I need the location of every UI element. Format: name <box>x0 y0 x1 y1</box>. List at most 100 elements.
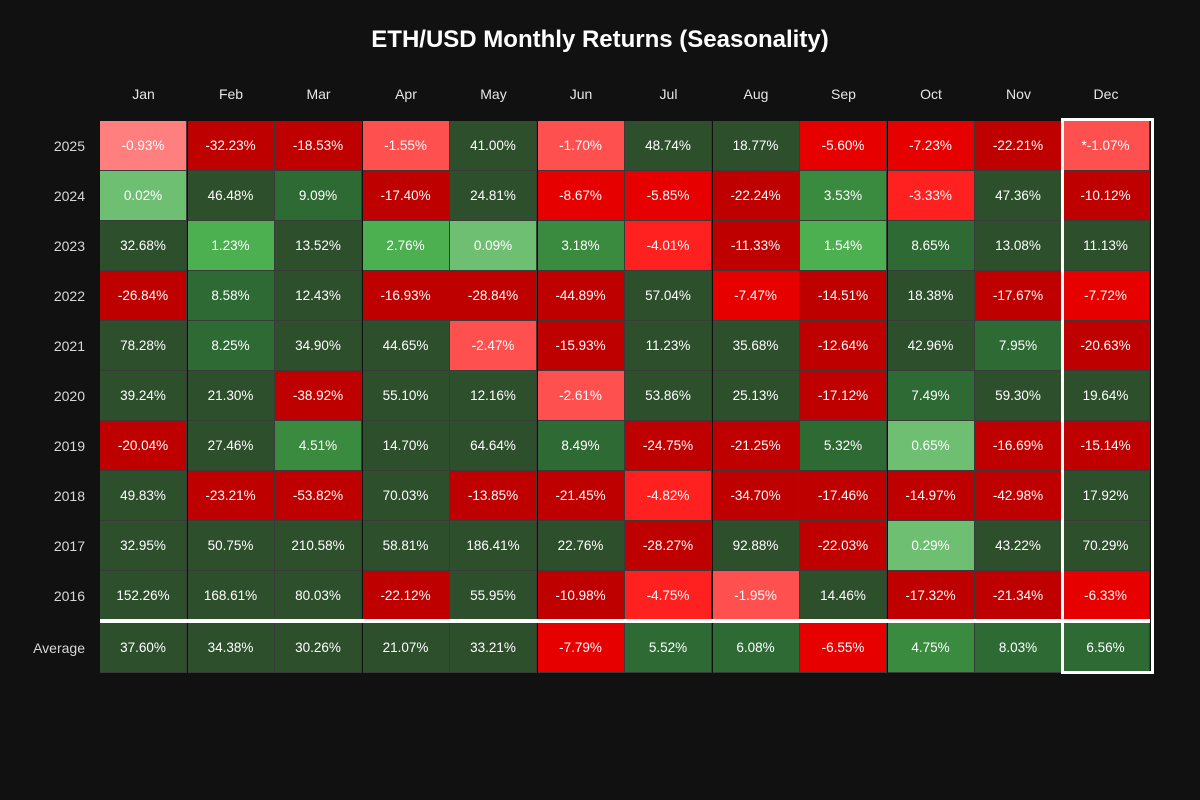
heatmap-cell-2021-mar: 34.90% <box>275 321 362 371</box>
heatmap-cell-2018-sep: -17.46% <box>800 471 887 521</box>
heatmap-cell-2023-sep: 1.54% <box>800 221 887 271</box>
heatmap-cell-2021-sep: -12.64% <box>800 321 887 371</box>
heatmap-cell-2020-sep: -17.12% <box>800 371 887 421</box>
heatmap-cell-2018-may: -13.85% <box>450 471 537 521</box>
heatmap-cell-2021-oct: 42.96% <box>887 321 975 371</box>
heatmap-cell-2019-feb: 27.46% <box>187 421 275 471</box>
heatmap-cell-2023-nov: 13.08% <box>975 221 1062 271</box>
heatmap-cell-2017-aug: 92.88% <box>712 521 800 571</box>
heatmap-cell-2019-may: 64.64% <box>450 421 537 471</box>
heatmap-cell-2018-mar: -53.82% <box>275 471 362 521</box>
heatmap-cell-2025-jan: -0.93% <box>100 121 187 171</box>
heatmap-cell-2016-apr: -22.12% <box>362 571 450 621</box>
heatmap-cell-2019-oct: 0.65% <box>887 421 975 471</box>
heatmap-cell-2018-oct: -14.97% <box>887 471 975 521</box>
row-header-average: Average <box>33 640 85 656</box>
row-header-2020: 2020 <box>53 388 85 404</box>
heatmap-cell-2023-may: 0.09% <box>450 221 537 271</box>
heatmap-cell-2016-jul: -4.75% <box>625 571 712 621</box>
heatmap-cell-2018-nov: -42.98% <box>975 471 1062 521</box>
heatmap-cell-2025-nov: -22.21% <box>975 121 1062 171</box>
column-header-apr: Apr <box>395 86 417 102</box>
heatmap-cell-2023-mar: 13.52% <box>275 221 362 271</box>
heatmap-cell-2024-oct: -3.33% <box>887 171 975 221</box>
heatmap-cell-2019-nov: -16.69% <box>975 421 1062 471</box>
heatmap-cell-2024-mar: 9.09% <box>275 171 362 221</box>
heatmap-cell-2016-aug: -1.95% <box>712 571 800 621</box>
heatmap-cell-2024-sep: 3.53% <box>800 171 887 221</box>
heatmap-cell-2018-feb: -23.21% <box>187 471 275 521</box>
heatmap-cell-2022-nov: -17.67% <box>975 271 1062 321</box>
heatmap-cell-2022-oct: 18.38% <box>887 271 975 321</box>
heatmap-cell-2024-nov: 47.36% <box>975 171 1062 221</box>
heatmap-cell-2022-may: -28.84% <box>450 271 537 321</box>
heatmap-cell-2016-mar: 80.03% <box>275 571 362 621</box>
heatmap-cell-2020-mar: -38.92% <box>275 371 362 421</box>
column-header-jul: Jul <box>659 86 678 102</box>
heatmap-cell-2020-dec: 19.64% <box>1062 371 1150 421</box>
heatmap-cell-2019-aug: -21.25% <box>712 421 800 471</box>
column-header-feb: Feb <box>218 86 244 102</box>
heatmap-cell-2017-apr: 58.81% <box>362 521 450 571</box>
heatmap-cell-2025-mar: -18.53% <box>275 121 362 171</box>
heatmap-cell-average-nov: 8.03% <box>975 623 1062 673</box>
heatmap-cell-average-dec: 6.56% <box>1062 623 1150 673</box>
row-header-2019: 2019 <box>53 438 85 454</box>
heatmap-cell-2018-jun: -21.45% <box>537 471 625 521</box>
heatmap-cell-2020-jul: 53.86% <box>625 371 712 421</box>
row-header-2018: 2018 <box>53 488 85 504</box>
row-header-2025: 2025 <box>53 138 85 154</box>
heatmap-cell-2017-dec: 70.29% <box>1062 521 1150 571</box>
heatmap-cell-2025-aug: 18.77% <box>712 121 800 171</box>
heatmap-cell-2020-apr: 55.10% <box>362 371 450 421</box>
heatmap-cell-2016-oct: -17.32% <box>887 571 975 621</box>
heatmap-cell-2021-may: -2.47% <box>450 321 537 371</box>
average-separator-line <box>100 619 1150 623</box>
column-header-may: May <box>480 86 507 102</box>
heatmap-cell-2020-oct: 7.49% <box>887 371 975 421</box>
heatmap-cell-2023-oct: 8.65% <box>887 221 975 271</box>
chart-title: ETH/USD Monthly Returns (Seasonality) <box>371 26 829 53</box>
current-month-highlight <box>1061 118 1154 674</box>
heatmap-cell-2023-aug: -11.33% <box>712 221 800 271</box>
heatmap-cell-2021-feb: 8.25% <box>187 321 275 371</box>
heatmap-cell-2020-nov: 59.30% <box>975 371 1062 421</box>
column-header-dec: Dec <box>1093 86 1119 102</box>
heatmap-cell-2018-jan: 49.83% <box>100 471 187 521</box>
heatmap-cell-2025-sep: -5.60% <box>800 121 887 171</box>
heatmap-cell-average-mar: 30.26% <box>275 623 362 673</box>
heatmap-cell-average-aug: 6.08% <box>712 623 800 673</box>
heatmap-cell-2024-aug: -22.24% <box>712 171 800 221</box>
heatmap-cell-2020-jan: 39.24% <box>100 371 187 421</box>
heatmap-cell-average-jun: -7.79% <box>537 623 625 673</box>
heatmap-cell-average-jul: 5.52% <box>625 623 712 673</box>
heatmap-cell-2022-jun: -44.89% <box>537 271 625 321</box>
heatmap-cell-2023-feb: 1.23% <box>187 221 275 271</box>
heatmap-cell-2017-jun: 22.76% <box>537 521 625 571</box>
heatmap-cell-2021-aug: 35.68% <box>712 321 800 371</box>
column-header-jan: Jan <box>132 86 155 102</box>
heatmap-cell-2018-jul: -4.82% <box>625 471 712 521</box>
heatmap-cell-2022-feb: 8.58% <box>187 271 275 321</box>
heatmap-cell-2024-feb: 46.48% <box>187 171 275 221</box>
heatmap-cell-average-sep: -6.55% <box>800 623 887 673</box>
heatmap-cell-2020-feb: 21.30% <box>187 371 275 421</box>
heatmap-cell-2025-may: 41.00% <box>450 121 537 171</box>
heatmap-cell-average-jan: 37.60% <box>100 623 187 673</box>
heatmap-cell-2025-oct: -7.23% <box>887 121 975 171</box>
heatmap-cell-2018-apr: 70.03% <box>362 471 450 521</box>
heatmap-cell-2024-may: 24.81% <box>450 171 537 221</box>
heatmap-cell-average-oct: 4.75% <box>887 623 975 673</box>
heatmap-cell-2022-apr: -16.93% <box>362 271 450 321</box>
heatmap-cell-2023-jun: 3.18% <box>537 221 625 271</box>
row-header-2017: 2017 <box>53 538 85 554</box>
heatmap-cell-average-may: 33.21% <box>450 623 537 673</box>
heatmap-cell-2017-nov: 43.22% <box>975 521 1062 571</box>
heatmap-cell-2021-jun: -15.93% <box>537 321 625 371</box>
heatmap-cell-2023-jan: 32.68% <box>100 221 187 271</box>
heatmap-cell-2021-apr: 44.65% <box>362 321 450 371</box>
heatmap-cell-2022-dec: -7.72% <box>1062 271 1150 321</box>
heatmap-cell-2019-jan: -20.04% <box>100 421 187 471</box>
heatmap-cell-2016-nov: -21.34% <box>975 571 1062 621</box>
heatmap-cell-2021-nov: 7.95% <box>975 321 1062 371</box>
